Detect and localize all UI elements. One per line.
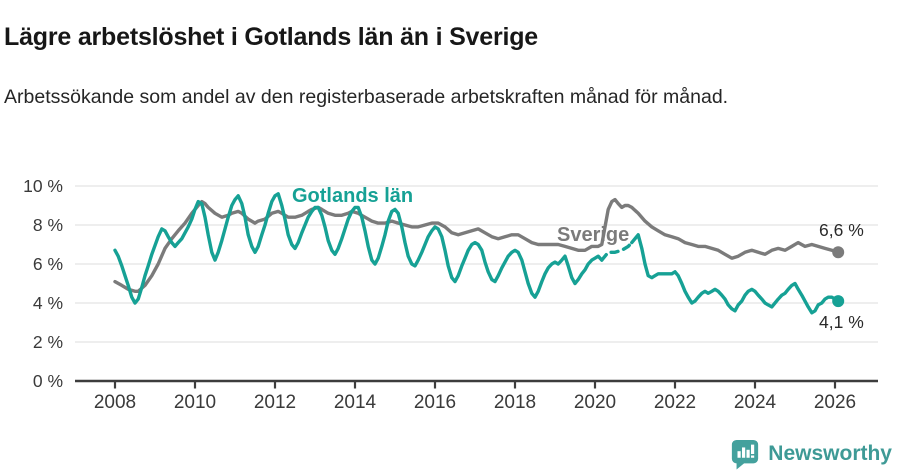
page-title: Lägre arbetslöshet i Gotlands län än i S… [4,22,539,51]
y-axis-label: 4 % [33,293,63,313]
y-axis-label: 0 % [33,371,63,391]
y-axis-label: 8 % [33,215,63,235]
chart-labels: Gotlands län Sverige 6,6 % 4,1 % [292,185,864,332]
x-axis-label: 2016 [414,392,456,413]
series-line-gotland [113,192,604,305]
y-axis-label: 6 % [33,254,63,274]
exclamation-dot [751,455,755,458]
series-line-sverige [113,197,840,294]
x-axis-label: 2012 [254,392,296,413]
bar-3 [746,449,750,458]
end-dot-sverige [832,246,845,259]
x-axis-label: 2018 [494,392,536,413]
y-axis-label: 2 % [33,332,63,352]
series-line-gotland [630,233,840,315]
series-label-sverige: Sverige [557,224,629,246]
series-line-gotland [600,240,634,262]
x-axis-label: 2022 [654,392,696,413]
bar-2 [742,447,746,458]
x-axis-label: 2024 [734,392,777,413]
series-label-gotland: Gotlands län [292,185,413,207]
x-axis-label: 2026 [814,392,856,413]
exclamation-bar [751,444,755,454]
y-axis-label: 10 % [23,176,63,196]
newsworthy-logo-icon [732,439,759,470]
x-axis-label: 2014 [334,392,377,413]
x-axis-label: 2008 [94,392,136,413]
bar-1 [737,451,741,458]
line-chart: 0 % 2 % 4 % 6 % 8 % 10 % 2008 2010 2012 2014 2016 2… [23,176,878,413]
end-value-label-gotland: 4,1 % [819,312,864,332]
end-value-label-sverige: 6,6 % [819,220,864,240]
x-axis-label: 2020 [574,392,616,413]
x-axis-label: 2010 [174,392,216,413]
chart-subtitle: Arbetssökande som andel av den registerb… [4,85,729,108]
brand-name: Newsworthy [768,442,892,465]
brand-footer: Newsworthy [730,438,892,470]
end-dot-gotland [832,295,845,308]
